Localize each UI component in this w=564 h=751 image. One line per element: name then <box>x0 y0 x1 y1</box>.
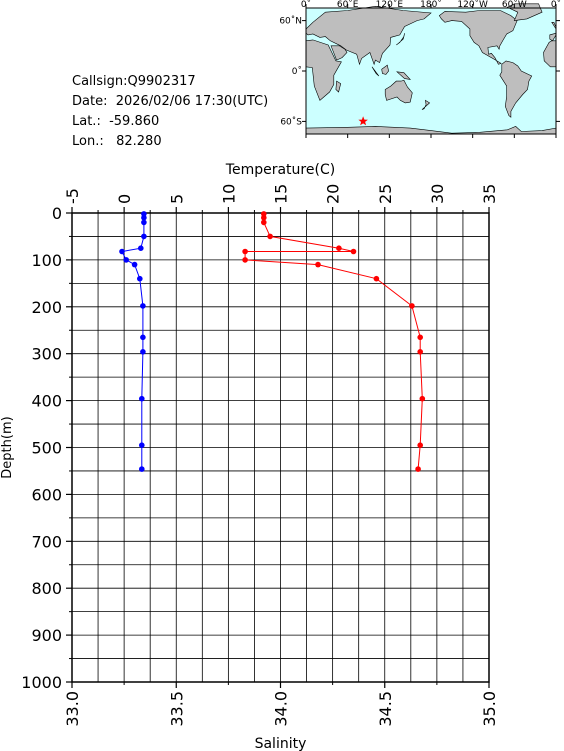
temperature-tick-label: 20 <box>324 184 343 204</box>
salinity-tick-label: 33.0 <box>63 691 82 727</box>
temperature-data-point <box>119 248 125 255</box>
temperature-tick-label: 10 <box>219 184 238 204</box>
map-land <box>421 99 431 110</box>
salinity-data-point <box>417 349 424 355</box>
salinity-data-point <box>261 214 267 221</box>
salinity-data-point <box>417 442 424 449</box>
salinity-tick-label: 35.0 <box>480 691 499 727</box>
map-land <box>384 79 413 104</box>
map-land <box>543 40 557 68</box>
temperature-data-point <box>140 303 146 309</box>
temperature-data-point <box>141 219 147 226</box>
temperature-data-point <box>131 261 138 268</box>
temperature-data-point <box>139 395 145 402</box>
depth-tick-label: 300 <box>31 345 62 364</box>
map-lon-label: 0˚ <box>551 0 561 10</box>
map-group: 0˚ 60˚E 120˚E 180˚ 120˚W 60˚W 0˚ 60˚N 0˚ 60˚S <box>279 0 561 138</box>
temperature-data-point <box>123 257 129 263</box>
salinity-data-point <box>417 334 424 341</box>
salinity-data-point <box>267 233 273 240</box>
map-land <box>396 71 412 80</box>
map-land <box>335 80 342 93</box>
temperature-tick-label: 15 <box>272 184 291 204</box>
temperature-data-point <box>141 233 147 240</box>
callsign-text: Callsign:Q9902317 <box>72 74 196 89</box>
temperature-tick-label: 0 <box>115 194 134 204</box>
salinity-profile-line <box>244 213 423 470</box>
station-info: Callsign:Q9902317 Date: 2026/02/06 17:30… <box>72 72 268 152</box>
temperature-profile-line <box>121 213 145 470</box>
map-lat-label: 60˚S <box>280 116 302 127</box>
salinity-data-point <box>242 248 248 255</box>
depth-tick-label: 200 <box>31 298 62 317</box>
salinity-data-point <box>350 248 357 255</box>
salinity-tick-label: 34.0 <box>272 691 291 727</box>
date-text: Date: 2026/02/06 17:30(UTC) <box>72 94 269 109</box>
map-lon-label: 180˚ <box>420 0 442 10</box>
map-land <box>438 10 518 65</box>
map-land <box>330 45 348 61</box>
map-land <box>381 64 389 75</box>
longitude-text: Lon.: 82.280 <box>72 134 162 149</box>
temperature-tick-label: -5 <box>63 188 82 204</box>
temperature-data-point <box>137 275 143 282</box>
depth-axis-title: Depth(m) <box>0 416 15 478</box>
temperature-data-point <box>138 245 144 251</box>
depth-tick-label: 400 <box>31 392 62 411</box>
map-lon-label: 120˚E <box>376 0 404 10</box>
temperature-tick-label: 35 <box>480 184 499 204</box>
map-land <box>499 60 533 118</box>
temperature-tick-label: 30 <box>428 184 447 204</box>
map-lon-label: 0˚ <box>301 0 311 10</box>
depth-tick-label: 500 <box>31 439 62 458</box>
map-land <box>305 5 432 66</box>
map-lon-label: 60˚W <box>502 0 527 10</box>
temperature-tick-label: 25 <box>376 184 395 204</box>
salinity-data-point <box>336 245 342 251</box>
salinity-axis-title: Salinity <box>255 736 307 751</box>
map-lon-label: 120˚W <box>457 0 488 10</box>
map-lon-label: 60˚E <box>337 0 359 10</box>
depth-tick-label: 800 <box>31 579 62 598</box>
depth-tick-label: 700 <box>31 532 62 551</box>
depth-tick-label: 600 <box>31 485 62 504</box>
map-lat-label: 60˚N <box>279 16 302 27</box>
depth-tick-label: 100 <box>31 251 62 270</box>
salinity-data-point <box>419 395 426 402</box>
temperature-tick-label: 5 <box>167 194 186 204</box>
temperature-data-point <box>141 214 147 221</box>
salinity-tick-label: 34.5 <box>376 691 395 727</box>
station-star-marker <box>358 116 368 126</box>
map-lat-label: 0˚ <box>292 66 302 77</box>
salinity-data-point <box>242 257 248 263</box>
depth-tick-label: 1000 <box>21 673 62 692</box>
temperature-axis-title: Temperature(C) <box>225 162 335 178</box>
map-land <box>396 33 405 46</box>
salinity-data-point <box>315 261 321 268</box>
temperature-data-point <box>139 442 145 449</box>
map-land <box>305 39 342 101</box>
salinity-data-point <box>409 303 415 309</box>
salinity-tick-label: 33.5 <box>167 691 186 727</box>
salinity-data-point <box>415 466 421 472</box>
temperature-data-point <box>139 466 145 472</box>
map-land <box>371 66 380 77</box>
temperature-data-point <box>140 334 146 341</box>
latitude-text: Lat.: -59.860 <box>72 114 160 129</box>
temperature-data-point <box>140 349 146 355</box>
salinity-data-point <box>261 219 267 226</box>
depth-tick-label: 900 <box>31 626 62 645</box>
salinity-data-point <box>373 275 380 282</box>
depth-tick-label: 0 <box>52 204 62 223</box>
